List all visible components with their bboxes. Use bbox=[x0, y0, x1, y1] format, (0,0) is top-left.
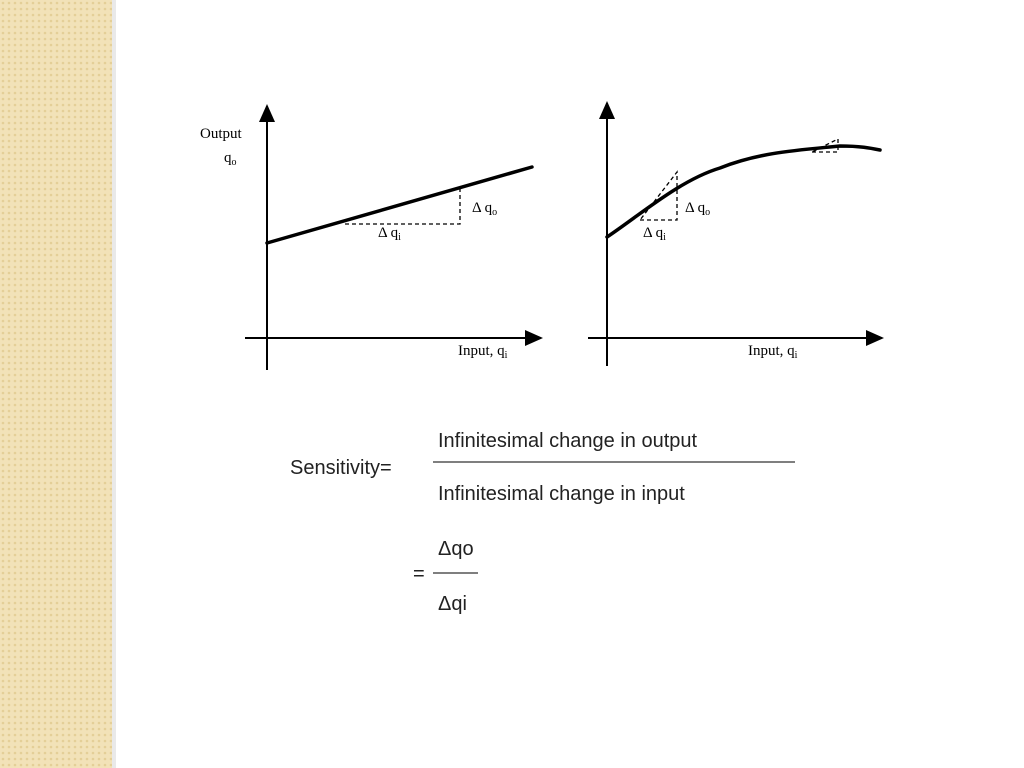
equals: = bbox=[413, 563, 425, 585]
x-label: Input, qi bbox=[748, 343, 798, 361]
short-numerator: Δqo bbox=[438, 538, 474, 560]
linear-response bbox=[265, 165, 534, 245]
tangent-triangle bbox=[638, 170, 678, 221]
side-panel bbox=[0, 0, 112, 768]
delta-out-label: Δ qo bbox=[685, 200, 710, 218]
short-denominator: Δqi bbox=[438, 593, 467, 615]
left-graph: Output qo Δ qo Δ qi Input, qi bbox=[200, 104, 543, 370]
delta-in-label: Δ qi bbox=[378, 225, 401, 243]
formula: Sensitivity= Infinitesimal change in out… bbox=[290, 430, 795, 615]
denominator: Infinitesimal change in input bbox=[438, 483, 685, 505]
delta-out-label: Δ qo bbox=[472, 200, 497, 218]
y-symbol: qo bbox=[224, 150, 237, 168]
delta-triangle bbox=[345, 189, 461, 225]
numerator: Infinitesimal change in output bbox=[438, 430, 697, 452]
nonlinear-response bbox=[605, 144, 882, 239]
x-label: Input, qi bbox=[458, 343, 508, 361]
y-label: Output bbox=[200, 126, 243, 142]
right-graph: Δ qo Δ qi Input, qi bbox=[588, 101, 884, 366]
formula-lhs: Sensitivity= bbox=[290, 457, 392, 479]
panel-shadow bbox=[112, 0, 116, 768]
delta-in-label: Δ qi bbox=[643, 225, 666, 243]
